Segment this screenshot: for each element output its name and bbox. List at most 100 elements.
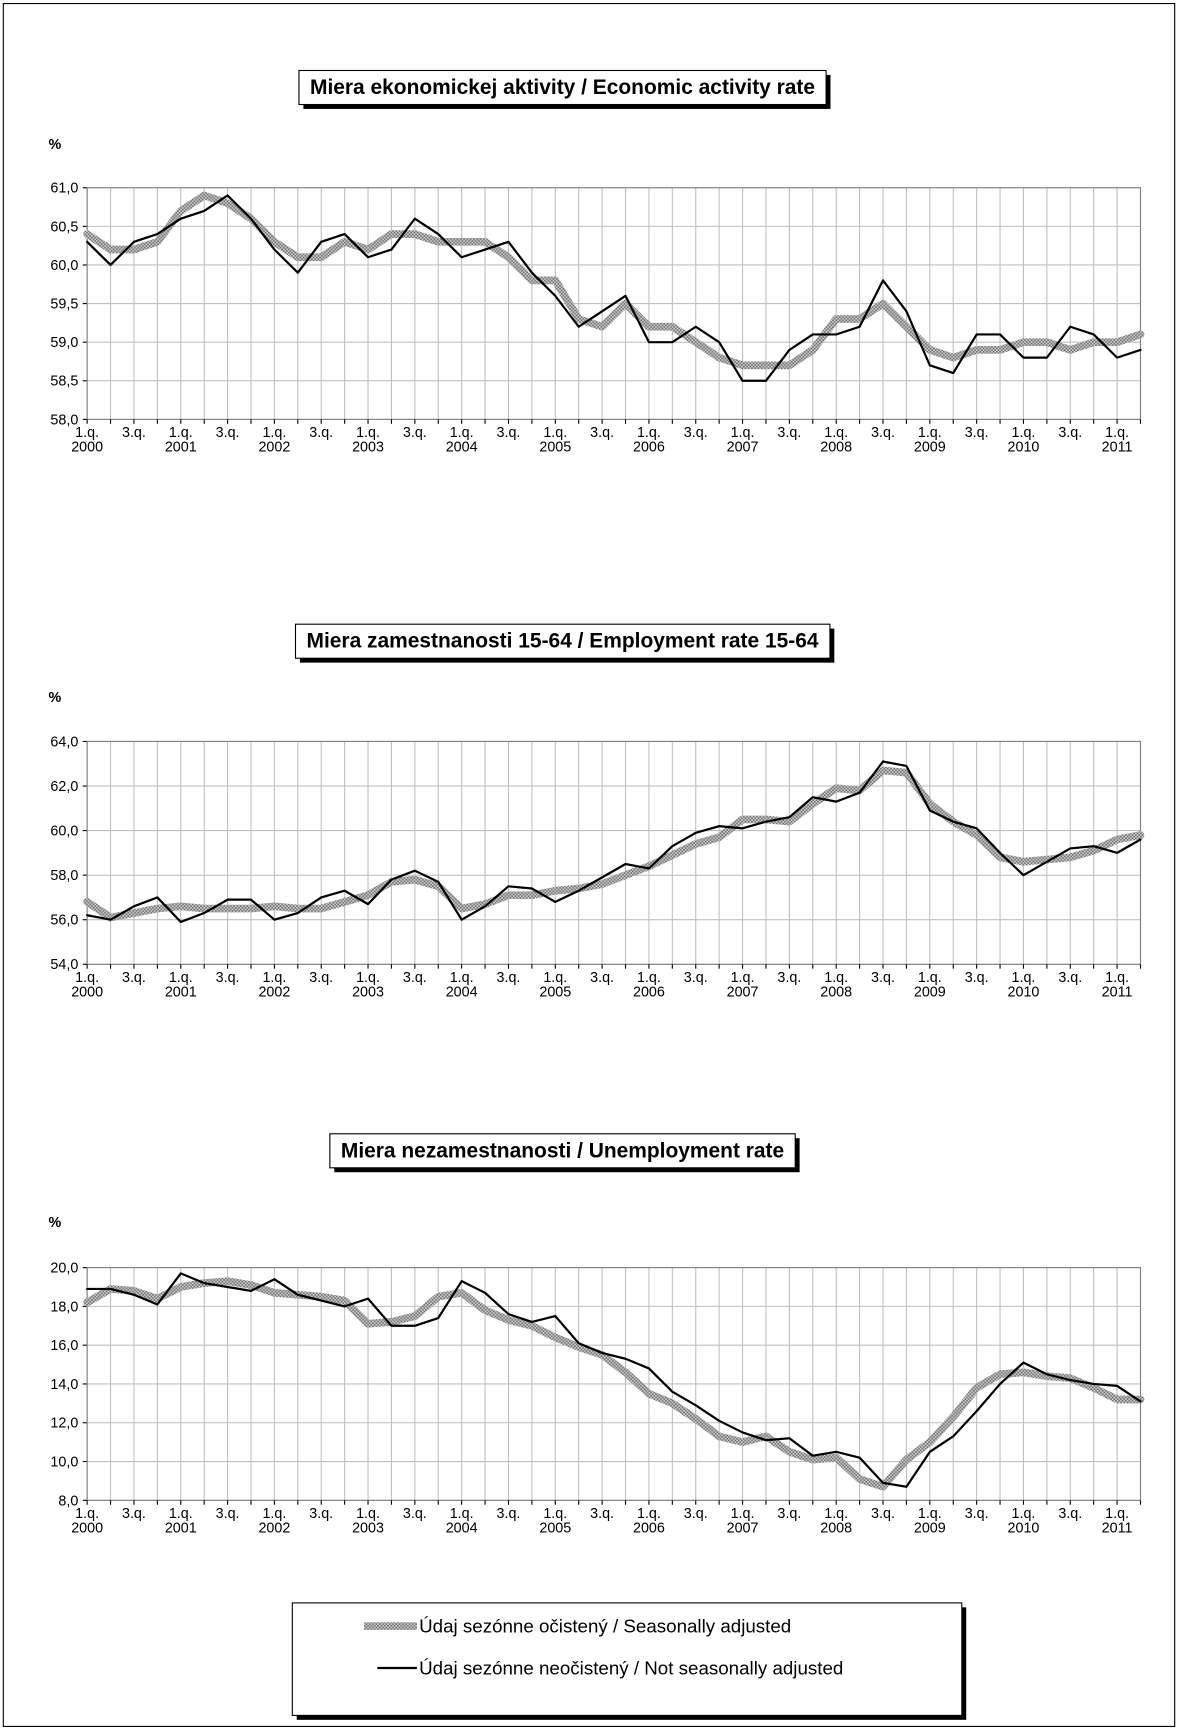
y-tick-label: 60,5 bbox=[50, 219, 78, 235]
y-tick-label: 60,0 bbox=[50, 824, 78, 840]
x-tick-label: 1.q. 2008 bbox=[820, 970, 852, 1000]
x-tick-label: 3.q. bbox=[309, 425, 333, 441]
y-tick-label: 58,0 bbox=[50, 868, 78, 884]
y-tick-label: 60,0 bbox=[50, 258, 78, 274]
legend: Údaj sezónne očistený / Seasonally adjus… bbox=[363, 1616, 843, 1679]
y-tick-label: 12,0 bbox=[50, 1416, 78, 1432]
x-tick-label: 1.q. 2001 bbox=[165, 970, 197, 1000]
x-tick-label: 3.q. bbox=[122, 970, 146, 986]
x-tick-label: 3.q. bbox=[122, 1506, 146, 1522]
plot-frame bbox=[86, 740, 1142, 965]
x-tick-label: 3.q. bbox=[965, 1506, 989, 1522]
line-series bbox=[86, 1272, 1142, 1488]
x-tick-label: 1.q. 2004 bbox=[446, 970, 478, 1000]
title-box bbox=[294, 623, 831, 659]
x-tick-label: 1.q. 2008 bbox=[820, 425, 852, 455]
x-tick-label: 3.q. bbox=[309, 970, 333, 986]
x-tick-label: 1.q. 2004 bbox=[446, 1506, 478, 1536]
x-tick-label: 3.q. bbox=[1058, 425, 1082, 441]
legend-label: Údaj sezónne neočistený / Not seasonally… bbox=[419, 1658, 843, 1679]
x-tick-label: 3.q. bbox=[403, 970, 427, 986]
x-tick-label: 1.q. 2005 bbox=[539, 1506, 571, 1536]
x-tick-label: 1.q. 2006 bbox=[633, 425, 665, 455]
x-tick-label: 1.q. 2005 bbox=[539, 425, 571, 455]
x-tick-label: 1.q. 2002 bbox=[258, 970, 290, 1000]
x-tick-label: 1.q. 2003 bbox=[352, 970, 384, 1000]
y-tick-label: 61,0 bbox=[50, 181, 78, 197]
y-tick-label: 59,5 bbox=[50, 297, 78, 313]
x-tick-label: 1.q. 2006 bbox=[633, 970, 665, 1000]
title-box bbox=[329, 1133, 796, 1169]
x-tick-label: 3.q. bbox=[1058, 1506, 1082, 1522]
x-tick-label: 1.q. 2007 bbox=[727, 425, 759, 455]
y-tick-label: 56,0 bbox=[50, 913, 78, 929]
x-tick-label: 1.q. 2001 bbox=[165, 1506, 197, 1536]
line-series bbox=[83, 1277, 1145, 1491]
y-tick-label: 16,0 bbox=[50, 1338, 78, 1354]
x-tick-label: 1.q. 2000 bbox=[71, 1506, 103, 1536]
x-tick-label: 1.q. 2010 bbox=[1008, 970, 1040, 1000]
x-tick-label: 1.q. 2000 bbox=[71, 970, 103, 1000]
x-tick-label: 1.q. 2010 bbox=[1008, 1506, 1040, 1536]
x-tick-label: 3.q. bbox=[871, 1506, 895, 1522]
x-tick-label: 1.q. 2002 bbox=[258, 1506, 290, 1536]
x-tick-label: 1.q. 2000 bbox=[71, 425, 103, 455]
x-tick-label: 3.q. bbox=[590, 970, 614, 986]
chart-title: Miera ekonomickej aktivity / Economic ac… bbox=[310, 76, 815, 99]
line-series bbox=[86, 194, 1142, 382]
x-tick-label: 3.q. bbox=[1058, 970, 1082, 986]
x-tick-label: 3.q. bbox=[122, 425, 146, 441]
x-tick-label: 3.q. bbox=[684, 1506, 708, 1522]
x-tick-label: 3.q. bbox=[965, 970, 989, 986]
y-tick-label: 58,5 bbox=[50, 374, 78, 390]
y-tick-label: 8,0 bbox=[58, 1493, 78, 1509]
legend-label: Údaj sezónne očistený / Seasonally adjus… bbox=[419, 1616, 791, 1637]
x-tick-label: 3.q. bbox=[777, 425, 801, 441]
x-tick-label: 1.q. 2003 bbox=[352, 425, 384, 455]
x-tick-label: 1.q. 2011 bbox=[1102, 425, 1133, 455]
x-tick-label: 3.q. bbox=[497, 425, 521, 441]
y-tick-label: 18,0 bbox=[50, 1299, 78, 1315]
x-tick-label: 1.q. 2003 bbox=[352, 1506, 384, 1536]
x-tick-label: 3.q. bbox=[777, 1506, 801, 1522]
plot-frame bbox=[86, 187, 1142, 420]
x-tick-label: 1.q. 2010 bbox=[1008, 425, 1040, 455]
x-tick-label: 1.q. 2001 bbox=[165, 425, 197, 455]
x-tick-label: 3.q. bbox=[497, 1506, 521, 1522]
x-tick-label: 3.q. bbox=[777, 970, 801, 986]
x-tick-label: 1.q. 2009 bbox=[914, 1506, 946, 1536]
x-tick-label: 1.q. 2008 bbox=[820, 1506, 852, 1536]
y-tick-label: 20,0 bbox=[50, 1261, 78, 1277]
x-tick-label: 3.q. bbox=[684, 425, 708, 441]
x-tick-label: 1.q. 2011 bbox=[1102, 1506, 1133, 1536]
x-tick-label: 3.q. bbox=[497, 970, 521, 986]
y-axis-label: % bbox=[49, 1215, 62, 1231]
y-axis-label: % bbox=[49, 137, 62, 153]
x-tick-label: 1.q. 2009 bbox=[914, 425, 946, 455]
x-tick-label: 1.q. 2002 bbox=[258, 425, 290, 455]
x-tick-label: 3.q. bbox=[309, 1506, 333, 1522]
x-tick-label: 3.q. bbox=[216, 425, 240, 441]
title-box bbox=[298, 69, 827, 106]
outer-border bbox=[2, 3, 1176, 1727]
x-tick-label: 3.q. bbox=[216, 970, 240, 986]
x-tick-label: 3.q. bbox=[403, 425, 427, 441]
x-tick-label: 3.q. bbox=[871, 970, 895, 986]
legend-box bbox=[291, 1602, 963, 1716]
x-tick-label: 3.q. bbox=[871, 425, 895, 441]
x-tick-label: 1.q. 2005 bbox=[539, 970, 571, 1000]
x-tick-label: 1.q. 2004 bbox=[446, 425, 478, 455]
x-tick-label: 3.q. bbox=[590, 1506, 614, 1522]
x-tick-label: 1.q. 2009 bbox=[914, 970, 946, 1000]
y-tick-label: 59,0 bbox=[50, 335, 78, 351]
x-tick-label: 1.q. 2011 bbox=[1102, 970, 1133, 1000]
x-tick-label: 3.q. bbox=[965, 425, 989, 441]
y-tick-label: 14,0 bbox=[50, 1377, 78, 1393]
x-tick-label: 1.q. 2007 bbox=[727, 1506, 759, 1536]
x-tick-label: 1.q. 2006 bbox=[633, 1506, 665, 1536]
line-series bbox=[86, 760, 1142, 924]
y-tick-label: 54,0 bbox=[50, 957, 78, 973]
x-tick-label: 3.q. bbox=[590, 425, 614, 441]
